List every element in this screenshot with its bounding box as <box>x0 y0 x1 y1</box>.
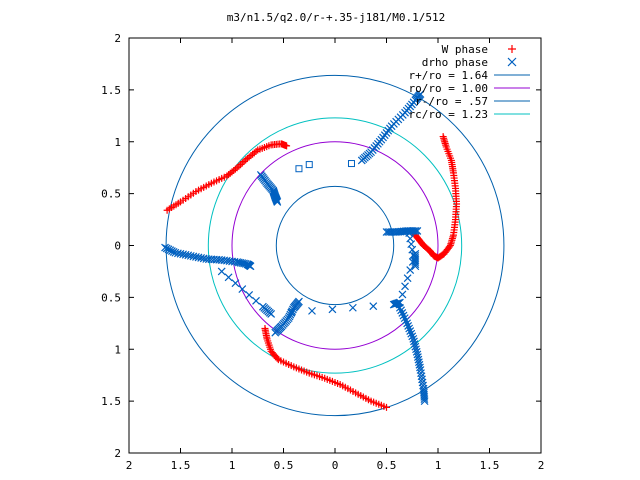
w-phase-point-0-6-5 <box>252 147 260 155</box>
w-phase-point-1-2-5 <box>273 354 281 362</box>
drho-phase-point-5-0-1 <box>397 306 406 315</box>
chart-title: m3/n1.5/q2.0/r-+.35-j181/M0.1/512 <box>227 11 446 24</box>
drho-phase-point-5-0-3 <box>399 311 408 320</box>
drho-phase-point-1-4 <box>273 198 282 206</box>
x-tick-label-2: 1 <box>229 459 236 472</box>
drho-phase-point-5-0-5 <box>401 316 410 325</box>
drho-phase-point-5-5-5 <box>420 395 429 403</box>
drho-phase-point-6-0-2 <box>231 279 240 288</box>
circle-1 <box>231 141 439 350</box>
drho-phase-point-4-2-5 <box>411 227 420 235</box>
legend-marker-0 <box>508 45 516 53</box>
circle-0 <box>165 74 505 417</box>
x-tick-label-5: 0.5 <box>377 459 397 472</box>
drho-phase-point-5-1-3 <box>406 327 415 336</box>
drho-phase-point-5-1-4 <box>407 329 416 338</box>
drho-phase-point-6-0 <box>217 267 226 276</box>
legend-marker-1 <box>507 57 517 67</box>
x-tick-label-8: 2 <box>538 459 545 472</box>
drho-phase-point-5-4-3 <box>418 375 426 384</box>
drho-phase-point-6-4-3 <box>403 274 412 283</box>
drho-phase-point-5-2-1 <box>410 337 418 346</box>
drho-phase-point-6-2-5 <box>369 302 378 311</box>
legend-label-5: rc/ro = 1.23 <box>409 108 488 121</box>
y-tick-label-1: 1.5 <box>101 395 121 408</box>
drho-phase-point-5-2-4 <box>412 345 420 354</box>
drho-phase-point-5-4-4 <box>418 378 427 387</box>
y-tick-label-3: 0.5 <box>101 291 121 304</box>
reference-circles <box>165 74 505 417</box>
y-tick-label-0: 2 <box>114 447 121 460</box>
x-tick-label-4: 0 <box>332 459 339 472</box>
drho-phase-point-6-2-2 <box>308 306 316 315</box>
drho-phase-point-6-4-1 <box>398 290 407 299</box>
x-tick-label-3: 0.5 <box>274 459 294 472</box>
legend-label-0: W phase <box>442 43 488 56</box>
legend-label-3: ro/ro = 1.00 <box>409 82 488 95</box>
drho-phase-point-6-0-4 <box>245 291 254 299</box>
drho-phase-point-6-4-2 <box>401 282 409 291</box>
drho-phase-point-6-7 <box>405 229 414 237</box>
y-tick-label-7: 1.5 <box>101 84 121 97</box>
drho-phase-point-5-4-2 <box>417 372 426 381</box>
x-tick-label-0: 2 <box>126 459 133 472</box>
drho-phase-point-5-4-1 <box>417 369 425 378</box>
drho-phase-point-6-2-1 <box>287 308 296 317</box>
w-phase-point-0-5-3 <box>238 159 246 167</box>
legend-label-4: r-/ro = .57 <box>415 95 488 108</box>
square-marker-1 <box>305 161 313 169</box>
drho-phase-point-6-0-3 <box>238 285 247 293</box>
y-tick-label-8: 2 <box>114 32 121 45</box>
y-tick-label-5: 0.5 <box>101 188 121 201</box>
drho-phase-point-5-2-3 <box>411 342 420 351</box>
w-phase-point-0-5-1 <box>235 162 243 170</box>
drho-phase-point-2-4 <box>295 297 303 306</box>
drho-phase-point-6-2-4 <box>348 303 357 312</box>
drho-phase-point-5-1-2 <box>405 324 414 333</box>
drho-phase-point-5-4 <box>416 366 425 374</box>
drho-phase-point-5-1-1 <box>404 321 413 330</box>
drho-phase-point-5-6 <box>420 397 429 406</box>
w-phase-point-0-5-4 <box>240 157 248 165</box>
drho-phase-point-0-0-5 <box>169 247 178 256</box>
w-phase-point-0-5-5 <box>242 156 250 164</box>
x-tick-label-1: 1.5 <box>171 459 191 472</box>
circle-2 <box>275 185 395 306</box>
square-marker-2 <box>347 160 355 168</box>
y-tick-label-4: 0 <box>114 240 121 253</box>
drho-phase-point-5-1 <box>403 319 412 328</box>
circle-3 <box>207 117 463 374</box>
x-tick-label-7: 1.5 <box>480 459 500 472</box>
legend-label-2: r+/ro = 1.64 <box>409 69 489 82</box>
square-marker-0 <box>295 165 303 173</box>
axis-ticks: 2 1.5 1 0.5 0 0.5 1 1.5 221.510.500.511.52 <box>101 32 544 472</box>
phase-points <box>161 90 461 411</box>
drho-phase-point-6-2-3 <box>328 305 337 314</box>
drho-phase-point-5-0-2 <box>398 309 407 317</box>
square-markers <box>295 160 355 173</box>
y-tick-label-2: 1 <box>114 343 121 356</box>
w-phase-point-0-5 <box>233 164 241 172</box>
legend-label-1: drho phase <box>422 56 488 69</box>
drho-phase-point-3-6 <box>416 90 425 98</box>
y-tick-label-6: 1 <box>114 136 121 149</box>
w-phase-point-0-5-2 <box>237 161 245 169</box>
drho-phase-point-0-7 <box>246 262 255 271</box>
drho-phase-point-5-2 <box>409 334 418 343</box>
w-phase-point-1-10 <box>383 403 390 411</box>
drho-phase-point-5-0-4 <box>400 314 409 323</box>
x-tick-label-6: 1 <box>435 459 442 472</box>
drho-phase-point-5-1-5 <box>408 332 417 341</box>
drho-phase-point-6-0-1 <box>224 273 233 282</box>
drho-phase-point-4-2-4 <box>410 227 418 235</box>
drho-phase-point-4-3 <box>413 227 422 235</box>
w-phase-point-0-4-5 <box>231 165 239 173</box>
drho-phase-point-6-2 <box>267 310 276 318</box>
drho-phase-point-6-4 <box>395 298 404 307</box>
drho-phase-point-5-2-2 <box>410 340 419 348</box>
drho-phase-point-6-0-5 <box>252 296 260 305</box>
w-phase-point-0-10 <box>283 142 291 150</box>
